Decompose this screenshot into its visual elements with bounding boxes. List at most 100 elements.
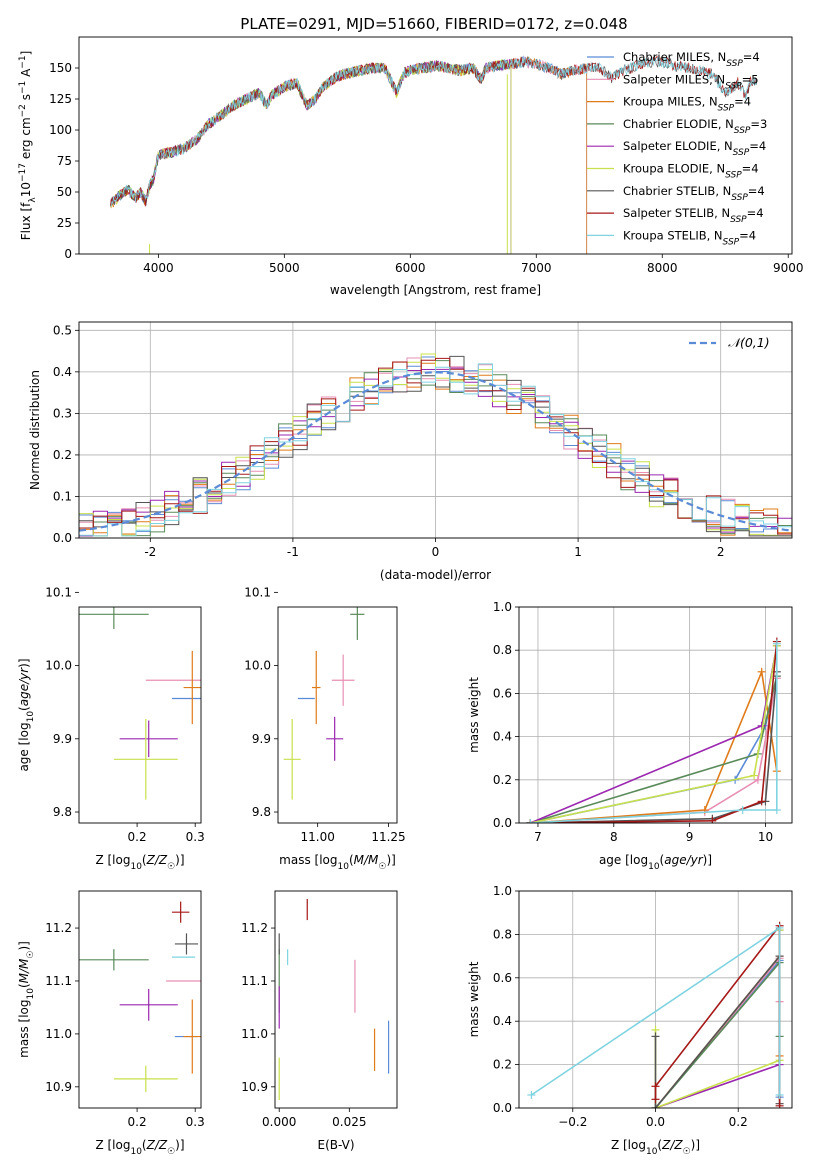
y-tick-label: 50 <box>57 185 72 199</box>
legend-entry: Salpeter STELIB, NSSP=4 <box>623 206 764 225</box>
z-age-panel: 0.2 0.3 9.8 9.9 10.0 10.1 Z [log10(Z/Z☉)] age [… <box>17 585 205 872</box>
normal-curve <box>79 371 792 532</box>
y-tick-label: 0.6 <box>493 686 512 700</box>
series-chabrier-elodie <box>530 675 778 823</box>
y-tick-label: 0.3 <box>53 406 72 420</box>
mass-age-panel: 11.00 11.25 9.8 9.9 10.0 10.1 mass [log10(M/M☉… <box>244 585 405 872</box>
x-tick-label: 6000 <box>395 261 426 275</box>
x-tick-label: 8000 <box>647 261 678 275</box>
x-tick-label: 0.2 <box>128 1115 147 1129</box>
legend-entry: Salpeter MILES, NSSP=5 <box>623 72 759 91</box>
series-kroupa-miles <box>530 668 778 823</box>
spectrum-lines <box>110 55 758 254</box>
axes-frame <box>518 606 793 824</box>
spectrum-kroupa-miles <box>110 55 588 254</box>
x-tick-label: 0.3 <box>186 830 205 844</box>
y-tick-label: 0.2 <box>493 773 512 787</box>
x-tick-label: 0.000 <box>262 1115 296 1129</box>
axes-frame <box>277 606 398 824</box>
x-tick-label: 10 <box>758 830 773 844</box>
y-tick-label: 0.1 <box>53 489 72 503</box>
y-axis-label: Flux [fλ10−17 erg cm−2 s−1 A−1] <box>18 51 38 241</box>
point-kroupa-miles <box>312 650 321 725</box>
z-mass-panel: 0.2 0.3 10.9 11.0 11.1 11.2 Z [log10(Z/Z☉)] mas… <box>17 890 205 1157</box>
y-tick-label: 1.0 <box>493 884 512 898</box>
histogram-salpeter-miles <box>79 357 792 537</box>
x-tick-label: 8 <box>610 830 618 844</box>
z-weight-panel: −0.2 0.0 0.2 0.0 0.2 0.4 0.6 0.8 1.0 Z [log10(Z/Z… <box>467 884 793 1157</box>
spectrum-salpeter-miles <box>110 56 588 254</box>
x-axis-label: age [log10(age/yr)] <box>599 853 712 872</box>
x-tick-label: 11.25 <box>371 830 405 844</box>
y-tick-label: 0.2 <box>53 448 72 462</box>
y-tick-label: 11.0 <box>241 1027 268 1041</box>
point-kroupa-elodie <box>113 719 178 800</box>
point-kroupa-miles <box>183 650 201 725</box>
point-chabrier-stelib <box>174 933 199 955</box>
spectrum-kroupa-stelib <box>110 56 758 207</box>
legend-entry: Salpeter ELODIE, NSSP=4 <box>623 139 766 158</box>
histogram-chabrier-stelib <box>79 355 792 537</box>
x-tick-label: −0.2 <box>558 1115 587 1129</box>
x-axis-label: E(B-V) <box>317 1138 354 1152</box>
axes-frame <box>78 890 202 1109</box>
x-tick-label: 0.2 <box>729 1115 748 1129</box>
series-chabrier-miles <box>530 675 778 823</box>
y-tick-label: 11.1 <box>241 974 268 988</box>
y-tick-label: 10.0 <box>244 659 271 673</box>
y-axis-label: mass weight <box>467 961 481 1037</box>
y-tick-label: 125 <box>49 92 72 106</box>
x-tick-label: 7000 <box>521 261 552 275</box>
y-tick-label: 10.0 <box>45 659 72 673</box>
ebv-mass-panel: 0.000 0.025 10.9 11.0 11.1 11.2 E(B-V) <box>241 890 398 1152</box>
y-tick-label: 0.4 <box>493 730 512 744</box>
x-axis-label: Z [log10(Z/Z☉)] <box>95 1138 184 1157</box>
legend-entry: Kroupa MILES, NSSP=4 <box>623 95 751 114</box>
y-tick-label: 0.8 <box>493 927 512 941</box>
point-salpeter-miles <box>331 654 355 706</box>
series-salpeter-miles <box>530 678 778 823</box>
axes-frame <box>274 890 398 1109</box>
legend-entry: Kroupa ELODIE, NSSP=4 <box>623 162 759 181</box>
spectrum-panel: 4000 5000 6000 7000 8000 9000 0 25 50 75 100 125 150… <box>18 36 803 297</box>
legend-entry: 𝒩(0,1) <box>728 335 770 350</box>
x-tick-label: 7 <box>534 830 542 844</box>
x-tick-label: 0.3 <box>186 1115 205 1129</box>
y-tick-label: 0.4 <box>493 1014 512 1028</box>
x-axis-label: Z [log10(Z/Z☉)] <box>95 853 184 872</box>
y-axis-label: age [log10(age/yr)] <box>17 658 36 771</box>
error-points <box>278 898 390 1101</box>
y-tick-label: 0.8 <box>493 643 512 657</box>
point-chabrier-elodie <box>350 607 365 640</box>
point-chabrier-elodie <box>79 949 149 971</box>
y-axis-label: mass weight <box>467 677 481 753</box>
legend-entry: Chabrier STELIB, NSSP=4 <box>623 184 765 203</box>
y-tick-label: 9.9 <box>53 732 72 746</box>
y-tick-label: 0.6 <box>493 971 512 985</box>
spectrum-chabrier-miles <box>110 55 588 254</box>
point-kroupa-elodie <box>283 719 301 800</box>
y-tick-label: 0.0 <box>493 816 512 830</box>
y-axis-label: mass [log10(M/M☉)] <box>17 941 36 1058</box>
axes-frame <box>78 321 793 539</box>
y-tick-label: 0.2 <box>493 1058 512 1072</box>
residuals-panel: -2 -1 0 1 2 0.0 0.1 0.2 0.3 0.4 0.5 (data-model)/er… <box>28 321 793 582</box>
x-axis-label: Z [log10(Z/Z☉)] <box>611 1138 700 1157</box>
series-chabrier-stelib <box>654 953 781 1108</box>
error-points <box>283 607 365 800</box>
series-salpeter-elodie <box>655 930 781 1108</box>
y-tick-label: 9.8 <box>53 805 72 819</box>
x-tick-label: 0 <box>432 545 440 559</box>
y-tick-label: 0.0 <box>493 1101 512 1115</box>
y-tick-label: 11.2 <box>45 921 72 935</box>
y-tick-label: 9.9 <box>252 732 271 746</box>
y-tick-label: 10.9 <box>241 1080 268 1094</box>
series-salpeter-stelib <box>530 641 778 823</box>
point-kroupa-elodie <box>113 1065 178 1093</box>
series-chabrier-stelib <box>530 671 778 823</box>
legend-entry: Chabrier MILES, NSSP=4 <box>623 50 760 69</box>
x-tick-label: 11.00 <box>300 830 334 844</box>
error-points <box>79 901 201 1093</box>
y-tick-label: 11.1 <box>45 974 72 988</box>
y-tick-label: 1.0 <box>493 600 512 614</box>
